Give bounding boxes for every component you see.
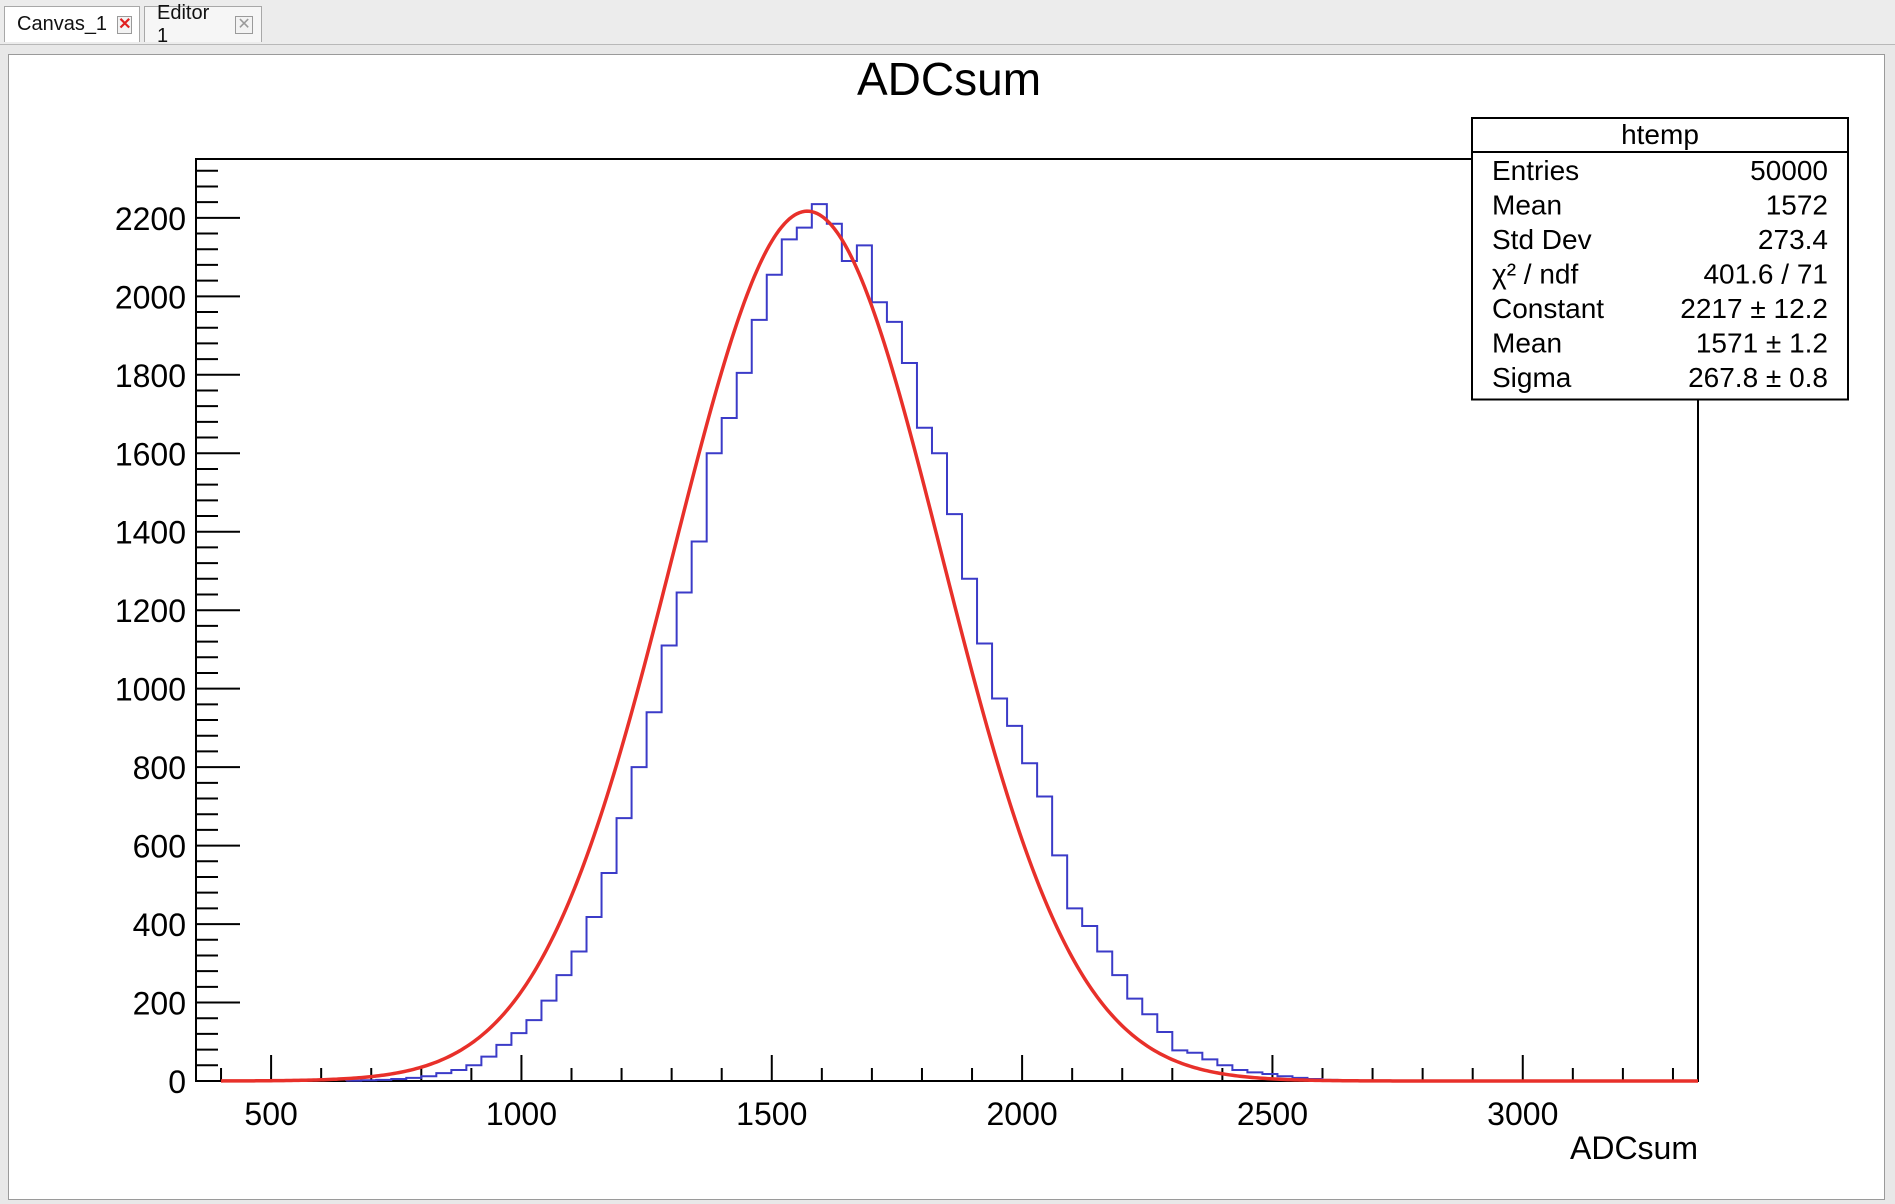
gaussian-fit-curve: [221, 209, 1698, 1083]
stats-box-title: htemp: [1621, 119, 1699, 150]
stats-row-value: 267.8 ± 0.8: [1688, 362, 1828, 393]
histogram-chart[interactable]: ADCsum 0 200 400 600 800 1000 1200 1400 1600 1800…: [9, 53, 1884, 1199]
plot-frame: [195, 158, 1699, 1082]
y-tick-label: 400: [133, 907, 186, 943]
close-tab-icon[interactable]: ✕: [235, 15, 253, 34]
stats-row-label: Sigma: [1492, 362, 1572, 393]
x-tick-label: 500: [244, 1096, 297, 1132]
y-tick-label: 2200: [115, 201, 186, 237]
x-tick-label: 1500: [736, 1096, 807, 1132]
stats-row-value: 1571 ± 1.2: [1696, 328, 1828, 359]
chart-title: ADCsum: [857, 55, 1041, 105]
y-tick-label: 1400: [115, 515, 186, 551]
stats-row-label: χ² / ndf: [1492, 259, 1579, 290]
tab-label: Canvas_1: [17, 13, 108, 35]
x-tick-label: 1000: [486, 1096, 557, 1132]
stats-box-frame: [1471, 117, 1849, 401]
y-tick-label: 1200: [115, 593, 186, 629]
histogram-step-line: [345, 203, 1369, 1082]
stats-row-label: Entries: [1492, 155, 1579, 186]
y-tick-label: 200: [133, 986, 186, 1022]
x-tick-label: 2500: [1237, 1096, 1308, 1132]
y-tick-label: 1600: [115, 436, 186, 472]
stats-row-value: 1572: [1766, 190, 1828, 221]
stats-row-value: 2217 ± 12.2: [1680, 293, 1828, 324]
y-tick-label: 1000: [115, 672, 186, 708]
stats-row-label: Std Dev: [1492, 224, 1592, 255]
tab-canvas-1[interactable]: Canvas_1 ✕: [4, 6, 140, 42]
stats-row-value: 273.4: [1758, 224, 1828, 255]
stats-row-value: 401.6 / 71: [1703, 259, 1828, 290]
x-axis-label: ADCsum: [1570, 1130, 1698, 1166]
root-canvas[interactable]: ADCsum 0 200 400 600 800 1000 1200 1400 1600 1800…: [8, 53, 1885, 1200]
y-tick-label: 2000: [115, 279, 186, 315]
y-tick-label: 1800: [115, 358, 186, 394]
tab-label: Editor 1: [157, 1, 210, 47]
stats-row-value: 50000: [1750, 155, 1828, 186]
y-tick-label: 600: [133, 829, 186, 865]
stats-row-label: Constant: [1492, 293, 1604, 324]
axes-layer: 0 200 400 600 800 1000 1200 1400 1600 1800 2000 220…: [115, 158, 1699, 1132]
tab-editor-1[interactable]: Editor 1 ✕: [144, 2, 262, 47]
stats-row-label: Mean: [1492, 328, 1562, 359]
x-tick-label: 2000: [987, 1096, 1058, 1132]
close-tab-icon[interactable]: ✕: [117, 15, 133, 34]
stats-row-label: Mean: [1492, 190, 1562, 221]
y-tick-label: 0: [168, 1064, 186, 1100]
x-tick-label: 3000: [1487, 1096, 1558, 1132]
y-tick-label: 800: [133, 750, 186, 786]
plot-layer: [221, 203, 1698, 1083]
tab-bar: Canvas_1 ✕ Editor 1 ✕: [0, 0, 1895, 47]
stats-box: htemp Entries 50000 Mean 1572 Std Dev 273.4 χ² …: [1471, 117, 1849, 401]
